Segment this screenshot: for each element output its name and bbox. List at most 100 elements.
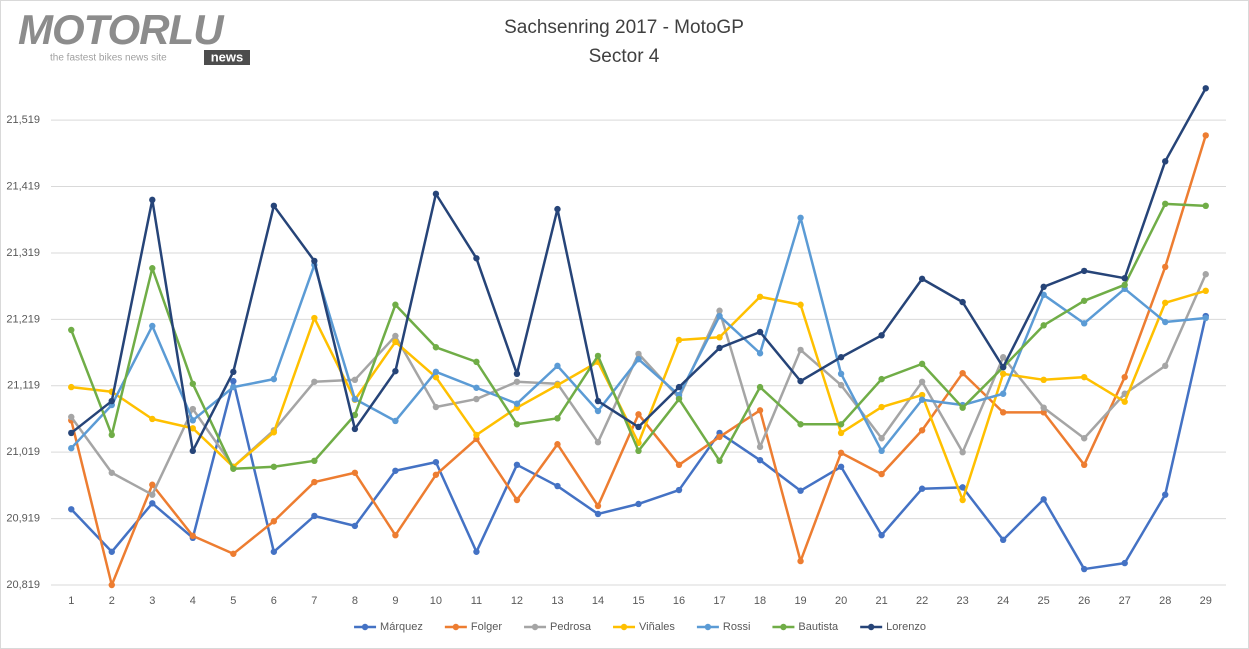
data-point [311, 257, 318, 265]
legend-label: Pedrosa [550, 621, 592, 633]
data-point [230, 368, 237, 376]
data-point [797, 487, 804, 494]
data-point [959, 448, 966, 456]
data-point [1162, 299, 1169, 306]
data-point [1040, 496, 1047, 503]
data-point [756, 443, 764, 451]
legend-label: Viñales [639, 621, 675, 633]
data-point [837, 429, 845, 437]
x-tick-label: 17 [713, 595, 725, 607]
data-point [999, 536, 1007, 544]
x-tick-label: 1 [68, 595, 74, 607]
legend-label: Rossi [723, 621, 751, 633]
data-point [797, 346, 804, 354]
data-point [1080, 320, 1088, 327]
data-point [270, 429, 278, 436]
data-point [351, 395, 359, 403]
x-tick-label: 7 [311, 595, 317, 607]
data-point [311, 512, 318, 520]
y-tick-label: 21,119 [7, 380, 40, 392]
y-tick-label: 21,319 [6, 247, 40, 259]
data-point [108, 469, 115, 476]
data-point [756, 293, 764, 300]
data-point [1080, 267, 1088, 275]
data-point [149, 322, 156, 330]
data-point [230, 377, 237, 385]
data-point [149, 481, 156, 488]
chart-subtitle: Sector 4 [589, 46, 660, 67]
data-point [392, 338, 399, 346]
data-point [68, 429, 75, 437]
data-point [432, 458, 440, 466]
data-point [918, 427, 926, 434]
data-point [918, 378, 926, 385]
data-point [1162, 491, 1169, 498]
y-tick-label: 21,519 [6, 114, 40, 126]
data-point [878, 403, 885, 411]
chart-title: Sachsenring 2017 - MotoGP [504, 17, 744, 38]
x-tick-label: 27 [1119, 595, 1131, 607]
x-tick-label: 26 [1078, 595, 1090, 607]
data-point [878, 531, 885, 539]
data-point [1040, 376, 1047, 384]
data-point [68, 326, 75, 334]
data-point [1162, 362, 1169, 370]
data-point [108, 431, 115, 439]
data-point [189, 417, 197, 424]
data-point [351, 469, 359, 476]
data-point [999, 363, 1007, 371]
data-point [1080, 297, 1088, 304]
data-point [149, 415, 156, 423]
legend-swatch-dot [361, 623, 369, 631]
y-tick-label: 21,219 [6, 313, 40, 325]
data-point [959, 298, 966, 306]
logo-tagline: the fastest bikes news site [50, 53, 167, 64]
x-tick-label: 4 [190, 595, 196, 607]
data-point [108, 397, 115, 405]
data-point [1040, 283, 1047, 291]
legend-item: Viñales [613, 621, 675, 633]
data-point [959, 496, 966, 504]
data-point [918, 485, 926, 492]
data-point [635, 356, 642, 363]
data-point [432, 368, 440, 376]
legend-swatch-dot [452, 623, 460, 631]
data-point [594, 352, 602, 360]
data-point [837, 449, 845, 457]
data-point [392, 467, 399, 474]
y-tick-label: 20,819 [6, 579, 40, 591]
data-point [311, 457, 318, 465]
data-point [878, 447, 885, 455]
x-tick-label: 25 [1038, 595, 1050, 607]
legend: Márquez Folger Pedrosa Viñales Rossi Bautista… [354, 621, 926, 633]
data-point [513, 461, 521, 469]
data-point [554, 482, 561, 490]
x-tick-label: 15 [632, 595, 644, 607]
data-point [554, 381, 561, 389]
data-point [716, 457, 723, 465]
x-tick-label: 29 [1200, 595, 1212, 607]
data-point [918, 396, 926, 403]
legend-item: Rossi [696, 621, 751, 633]
data-point [1162, 263, 1169, 271]
data-point [756, 383, 764, 391]
data-point [999, 370, 1007, 378]
data-point [149, 500, 156, 507]
data-point [108, 581, 115, 589]
data-point [1202, 85, 1209, 92]
data-point [351, 425, 359, 433]
data-point [270, 202, 278, 210]
data-point [1121, 559, 1128, 567]
data-point [594, 510, 602, 518]
x-tick-label: 21 [875, 595, 887, 607]
data-point [999, 354, 1007, 361]
x-tick-label: 3 [149, 595, 155, 607]
data-point [432, 471, 440, 478]
data-point [756, 407, 764, 414]
data-point [1040, 322, 1047, 329]
data-point [513, 378, 521, 385]
y-tick-label: 20,919 [6, 512, 40, 524]
data-point [230, 550, 237, 557]
data-point [756, 456, 764, 464]
